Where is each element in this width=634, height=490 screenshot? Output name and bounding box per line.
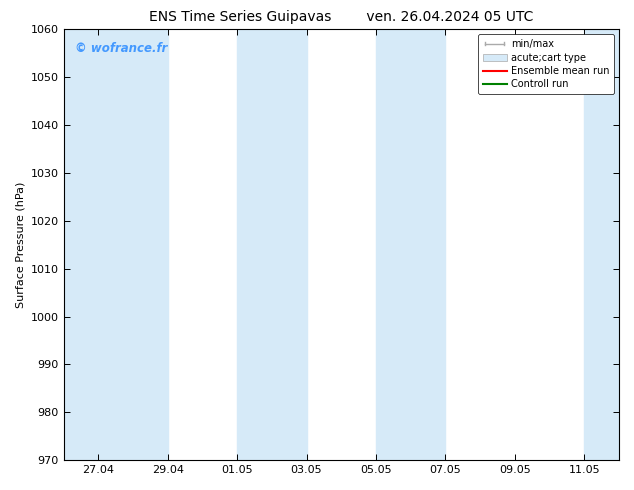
Bar xyxy=(237,29,307,460)
Bar xyxy=(376,29,446,460)
Bar xyxy=(585,29,619,460)
Y-axis label: Surface Pressure (hPa): Surface Pressure (hPa) xyxy=(15,182,25,308)
Text: © wofrance.fr: © wofrance.fr xyxy=(75,42,167,55)
Legend: min/max, acute;cart type, Ensemble mean run, Controll run: min/max, acute;cart type, Ensemble mean … xyxy=(478,34,614,94)
Bar xyxy=(63,29,167,460)
Title: ENS Time Series Guipavas        ven. 26.04.2024 05 UTC: ENS Time Series Guipavas ven. 26.04.2024… xyxy=(149,10,533,24)
